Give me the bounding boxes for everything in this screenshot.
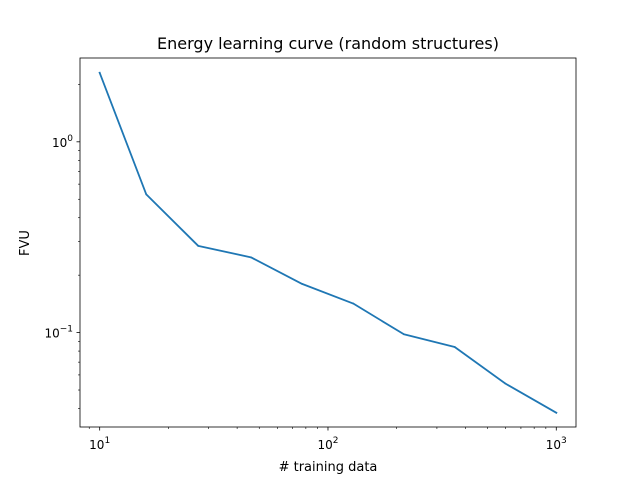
data-point <box>352 302 355 305</box>
major-ticks: 101 102 103 10−1 100 <box>44 134 566 452</box>
data-point <box>402 333 405 336</box>
plot-area: 101 102 103 10−1 100 <box>44 57 577 452</box>
minor-ticks <box>78 84 547 429</box>
y-tick-label: 100 <box>52 134 73 150</box>
data-point <box>504 382 507 385</box>
x-tick-label: 103 <box>546 436 567 452</box>
data-point <box>250 256 252 259</box>
data-point <box>453 346 456 348</box>
x-tick-label: 102 <box>317 436 338 452</box>
y-axis-label: FVU <box>18 230 33 256</box>
data-point <box>555 411 558 414</box>
y-tick-label: 10−1 <box>44 325 73 341</box>
x-axis-label: # training data <box>279 460 378 475</box>
fvu-series-line <box>98 71 558 414</box>
data-point <box>197 244 200 247</box>
data-point <box>145 193 148 196</box>
chart-title: Energy learning curve (random structures… <box>157 34 499 53</box>
x-tick-label: 101 <box>89 436 110 452</box>
series-layer <box>98 71 558 414</box>
data-point <box>98 71 101 74</box>
data-point <box>301 282 303 285</box>
